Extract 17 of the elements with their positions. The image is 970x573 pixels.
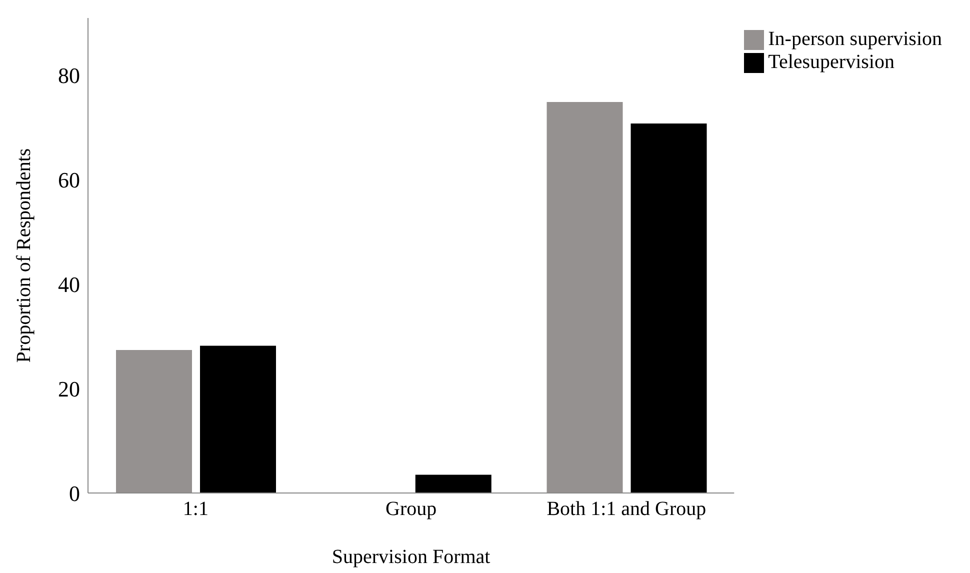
x-tick-label: Both 1:1 and Group <box>546 498 706 520</box>
y-axis-title: Proportion of Respondents <box>13 148 36 363</box>
bar <box>630 123 707 493</box>
y-tick-label: 40 <box>58 272 80 298</box>
y-tick-label: 0 <box>69 480 80 506</box>
bar <box>415 474 492 493</box>
y-tick-label: 80 <box>58 63 80 88</box>
bar <box>546 102 623 493</box>
x-tick-label: Group <box>386 498 437 520</box>
bar <box>200 346 276 493</box>
y-tick-label: 60 <box>58 168 80 193</box>
x-tick-label: 1:1 <box>182 498 208 520</box>
bar <box>116 350 192 493</box>
legend-label: In-person supervision <box>768 28 942 50</box>
x-axis-title: Supervision Format <box>332 546 491 568</box>
y-tick-label: 20 <box>58 376 80 402</box>
legend-label: Telesupervision <box>768 51 894 73</box>
